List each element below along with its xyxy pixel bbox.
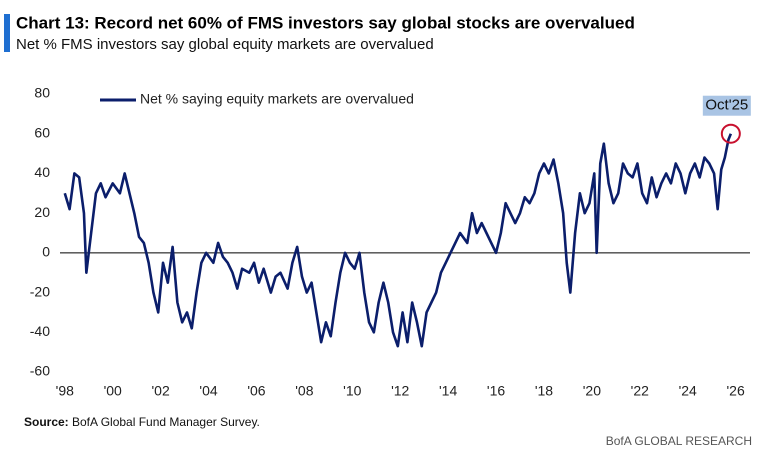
x-tick-label: '26	[727, 383, 745, 399]
y-tick-label: 0	[42, 244, 50, 260]
x-tick-label: '24	[679, 383, 697, 399]
source-label: Source:	[24, 415, 69, 429]
annotation-box	[702, 95, 751, 116]
x-tick-label: '10	[343, 383, 361, 399]
data-line	[63, 133, 733, 348]
x-tick-label: '08	[295, 383, 313, 399]
x-tick-label: '14	[439, 383, 457, 399]
title-accent	[4, 14, 10, 52]
source-text: BofA Global Fund Manager Survey.	[72, 415, 260, 429]
y-tick-label: 80	[34, 85, 50, 101]
y-tick-label: -20	[30, 283, 50, 299]
x-tick-label: '02	[152, 383, 170, 399]
x-tick-label: '12	[391, 383, 409, 399]
x-tick-label: '04	[199, 383, 217, 399]
x-tick-label: '00	[104, 383, 122, 399]
y-tick-label: 20	[34, 204, 50, 220]
x-tick-label: '16	[487, 383, 505, 399]
y-tick-label: -60	[30, 363, 50, 379]
highlight-ring	[720, 123, 741, 144]
chart-subtitle: Net % FMS investors say global equity ma…	[16, 36, 434, 53]
footer: BofA GLOBAL RESEARCH	[606, 434, 752, 448]
y-tick-label: -40	[30, 323, 50, 339]
annotation: Oct'25	[705, 97, 748, 114]
y-tick-label: 60	[34, 124, 50, 140]
x-tick-label: '18	[535, 383, 553, 399]
x-tick-label: '06	[247, 383, 265, 399]
y-tick-label: 40	[34, 164, 50, 180]
legend-label: Net % saying equity markets are overvalu…	[140, 91, 414, 107]
x-tick-label: '22	[631, 383, 649, 399]
chart-title: Chart 13: Record net 60% of FMS investor…	[16, 13, 635, 32]
x-tick-label: '98	[56, 383, 74, 399]
x-tick-label: '20	[583, 383, 601, 399]
